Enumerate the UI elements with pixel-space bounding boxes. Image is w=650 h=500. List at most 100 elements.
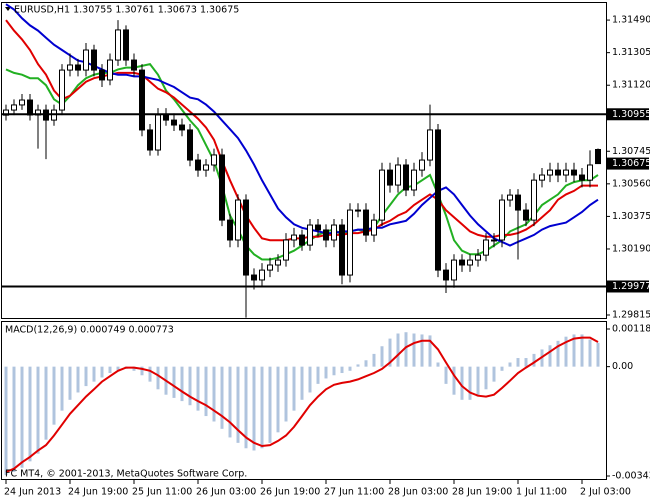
candle-body [571, 169, 577, 176]
histogram-bar [204, 366, 208, 417]
y-tick-label: 1.30745 [612, 146, 650, 157]
level-label-box [607, 108, 649, 121]
candle-body [315, 224, 321, 231]
candle-body [147, 129, 153, 151]
histogram-bar [156, 366, 160, 390]
y-tick-label: 1.31305 [612, 47, 650, 58]
histogram-bar [292, 366, 296, 411]
histogram-bar [132, 366, 136, 371]
histogram-bar [380, 346, 384, 367]
candle-body [163, 114, 169, 121]
candle-body [467, 259, 473, 266]
y-tick-label: 1.31490 [612, 15, 650, 26]
histogram-bar [476, 366, 480, 397]
histogram-bar [212, 366, 216, 422]
candle-body [451, 259, 457, 281]
histogram-bar [252, 366, 256, 451]
histogram-bar [44, 366, 48, 440]
histogram-bar [260, 366, 264, 449]
chart-title: EURUSD,H1 1.30755 1.30761 1.30673 1.3067… [14, 5, 239, 16]
histogram-bar [116, 366, 120, 370]
histogram-bar [516, 358, 520, 367]
candle-body [379, 169, 385, 221]
y-tick-label: 1.30560 [612, 178, 650, 189]
histogram-bar [580, 334, 584, 367]
histogram-bar [308, 366, 312, 393]
histogram-bar [412, 333, 416, 367]
histogram-bar [108, 366, 112, 374]
candle-body [307, 224, 313, 246]
candle-body [107, 59, 113, 81]
histogram-bar [460, 366, 464, 400]
candle-body [299, 234, 305, 246]
candle-body [323, 229, 329, 241]
candle-body [227, 219, 233, 241]
histogram-bar [172, 366, 176, 398]
plot-layer: 24 Jun 2013 24 Jun 19:00 25 Jun 11:00 26 Ju… [2, 3, 650, 498]
candle-body [395, 164, 401, 186]
histogram-bar [364, 360, 368, 367]
candle-body [595, 148, 601, 165]
x-tick-label: 25 Jun 11:00 [132, 487, 192, 498]
candle-body [171, 119, 177, 126]
x-tick-label: 1 Jul 11:00 [516, 487, 567, 498]
candle-body [331, 224, 337, 241]
candle-body [539, 174, 545, 181]
candle-body [59, 69, 65, 111]
x-tick-label: 2 Jul 03:00 [580, 487, 631, 498]
candle-body [459, 259, 465, 266]
histogram-bar [388, 338, 392, 367]
candle-body [251, 274, 257, 281]
candle-body [579, 174, 585, 181]
histogram-bar [508, 362, 512, 367]
level-label: 1.29977 [612, 281, 650, 292]
candle-body [403, 164, 409, 191]
histogram-bar [452, 366, 456, 395]
histogram-bar [500, 366, 504, 371]
candle-body [491, 239, 497, 242]
candle-body [27, 99, 33, 116]
histogram-bar [276, 366, 280, 433]
candle-body [555, 169, 561, 176]
candle-body [587, 164, 593, 181]
candle-body [155, 114, 161, 151]
candle-body [547, 169, 553, 176]
candle-body [411, 169, 417, 191]
histogram-bar [268, 366, 272, 443]
x-tick-label: 24 Jun 2013 [4, 487, 61, 498]
histogram-bar [324, 366, 328, 379]
histogram-bar [348, 366, 352, 371]
histogram-bar [492, 366, 496, 382]
candle-body [99, 69, 105, 81]
candle-body [339, 224, 345, 276]
candle-body [115, 29, 121, 61]
price-panel [1, 2, 607, 319]
candle-body [363, 209, 369, 236]
histogram-bar [140, 366, 144, 376]
histogram-bar [236, 366, 240, 443]
histogram-bar [188, 366, 192, 406]
x-tick-label: 28 Jun 19:00 [452, 487, 512, 498]
candle-body [179, 124, 185, 131]
candle-body [139, 69, 145, 131]
y-tick-label: 1.30190 [612, 243, 650, 254]
histogram-bar [36, 366, 40, 454]
histogram-bar [332, 366, 336, 376]
candle-body [563, 169, 569, 176]
histogram-bar [284, 366, 288, 422]
x-tick-label: 27 Jun 11:00 [324, 487, 384, 498]
histogram-bar [100, 366, 104, 378]
candle-body [195, 159, 201, 171]
histogram-bar [564, 336, 568, 367]
histogram-bar [148, 366, 152, 382]
level-label: 1.30955 [612, 109, 650, 120]
histogram-bar [244, 366, 248, 449]
histogram-bar [60, 366, 64, 411]
candle-body [19, 99, 25, 106]
menu-icon[interactable] [5, 7, 11, 11]
y-tick-label: 1.29815 [612, 310, 650, 321]
histogram-bar [84, 366, 88, 387]
x-tick-label: 28 Jun 03:00 [388, 487, 448, 498]
